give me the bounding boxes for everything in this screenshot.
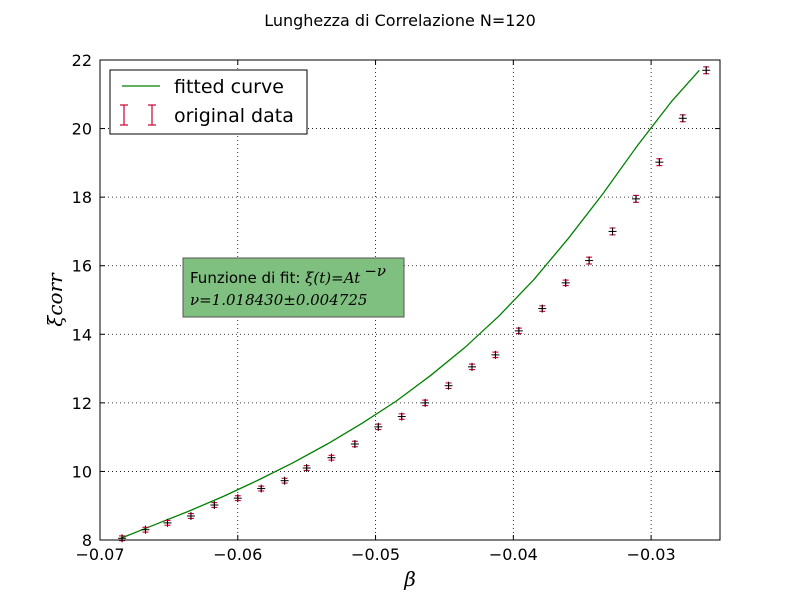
plot-frame (99, 59, 721, 541)
data-point (374, 422, 383, 431)
x-tick-label: −0.04 (489, 545, 538, 564)
y-tick-label: 10 (72, 462, 92, 481)
y-axis-ticks: 8 10 12 14 16 18 20 22 (72, 51, 720, 550)
data-point (118, 534, 127, 543)
data-point (678, 114, 687, 123)
legend-errorbar-swatch (120, 104, 156, 126)
data-point (163, 518, 172, 527)
y-tick-label: 8 (82, 531, 92, 550)
data-point (514, 326, 523, 335)
x-axis-label: β (403, 567, 416, 591)
data-point (561, 278, 570, 287)
annotation-line1-formula: ξ(t)=At (305, 269, 361, 287)
data-point (421, 398, 430, 407)
data-point (631, 194, 640, 203)
data-point (141, 525, 150, 534)
data-point (350, 440, 359, 448)
data-point (257, 484, 266, 493)
data-point (186, 512, 195, 520)
y-tick-label: 12 (72, 394, 92, 413)
chart-title: Lunghezza di Correlazione N=120 (264, 11, 536, 30)
annotation-line2: ν=1.018430±0.004725 (190, 291, 367, 309)
data-point (280, 476, 289, 485)
data-point (444, 381, 453, 390)
annotation-box (182, 257, 405, 318)
data-point (468, 362, 476, 371)
y-tick-label: 20 (72, 120, 92, 139)
y-tick-label: 14 (72, 325, 92, 344)
data-point (397, 412, 406, 421)
y-axis-label: ξcorr (43, 272, 67, 327)
fitted-curve-line (120, 69, 700, 539)
x-tick-label: −0.06 (213, 545, 262, 564)
legend: fitted curve original data (109, 69, 308, 135)
y-tick-label: 22 (72, 51, 92, 70)
data-point (302, 464, 311, 472)
data-point (210, 501, 219, 510)
y-tick-label: 18 (72, 188, 92, 207)
annotation-line1-text: Funzione di fit: (190, 269, 305, 287)
x-axis-ticks: −0.07 −0.06 −0.05 −0.04 −0.03 (75, 60, 676, 564)
legend-label-original-data: original data (174, 105, 294, 127)
data-points-layer (118, 66, 711, 543)
annotation-line1-exponent: −ν (364, 262, 386, 280)
data-point (702, 66, 711, 75)
annotation-line1: Funzione di fit: ξ(t)=At −ν (190, 262, 386, 287)
legend-box (109, 69, 308, 135)
data-point (538, 304, 547, 313)
fit-annotation: Funzione di fit: ξ(t)=At −ν ν=1.018430±0… (182, 257, 405, 318)
data-point (585, 256, 594, 265)
data-point (608, 227, 617, 236)
y-tick-label: 16 (72, 257, 92, 276)
data-point (491, 350, 500, 359)
data-point (655, 158, 664, 167)
fitted-curve-layer (120, 69, 700, 539)
data-point (327, 453, 336, 462)
x-tick-label: −0.05 (351, 545, 400, 564)
legend-label-fitted-curve: fitted curve (174, 76, 284, 98)
x-tick-label: −0.07 (75, 545, 124, 564)
x-tick-label: −0.03 (627, 545, 676, 564)
data-point (233, 494, 242, 503)
grid (100, 60, 720, 540)
